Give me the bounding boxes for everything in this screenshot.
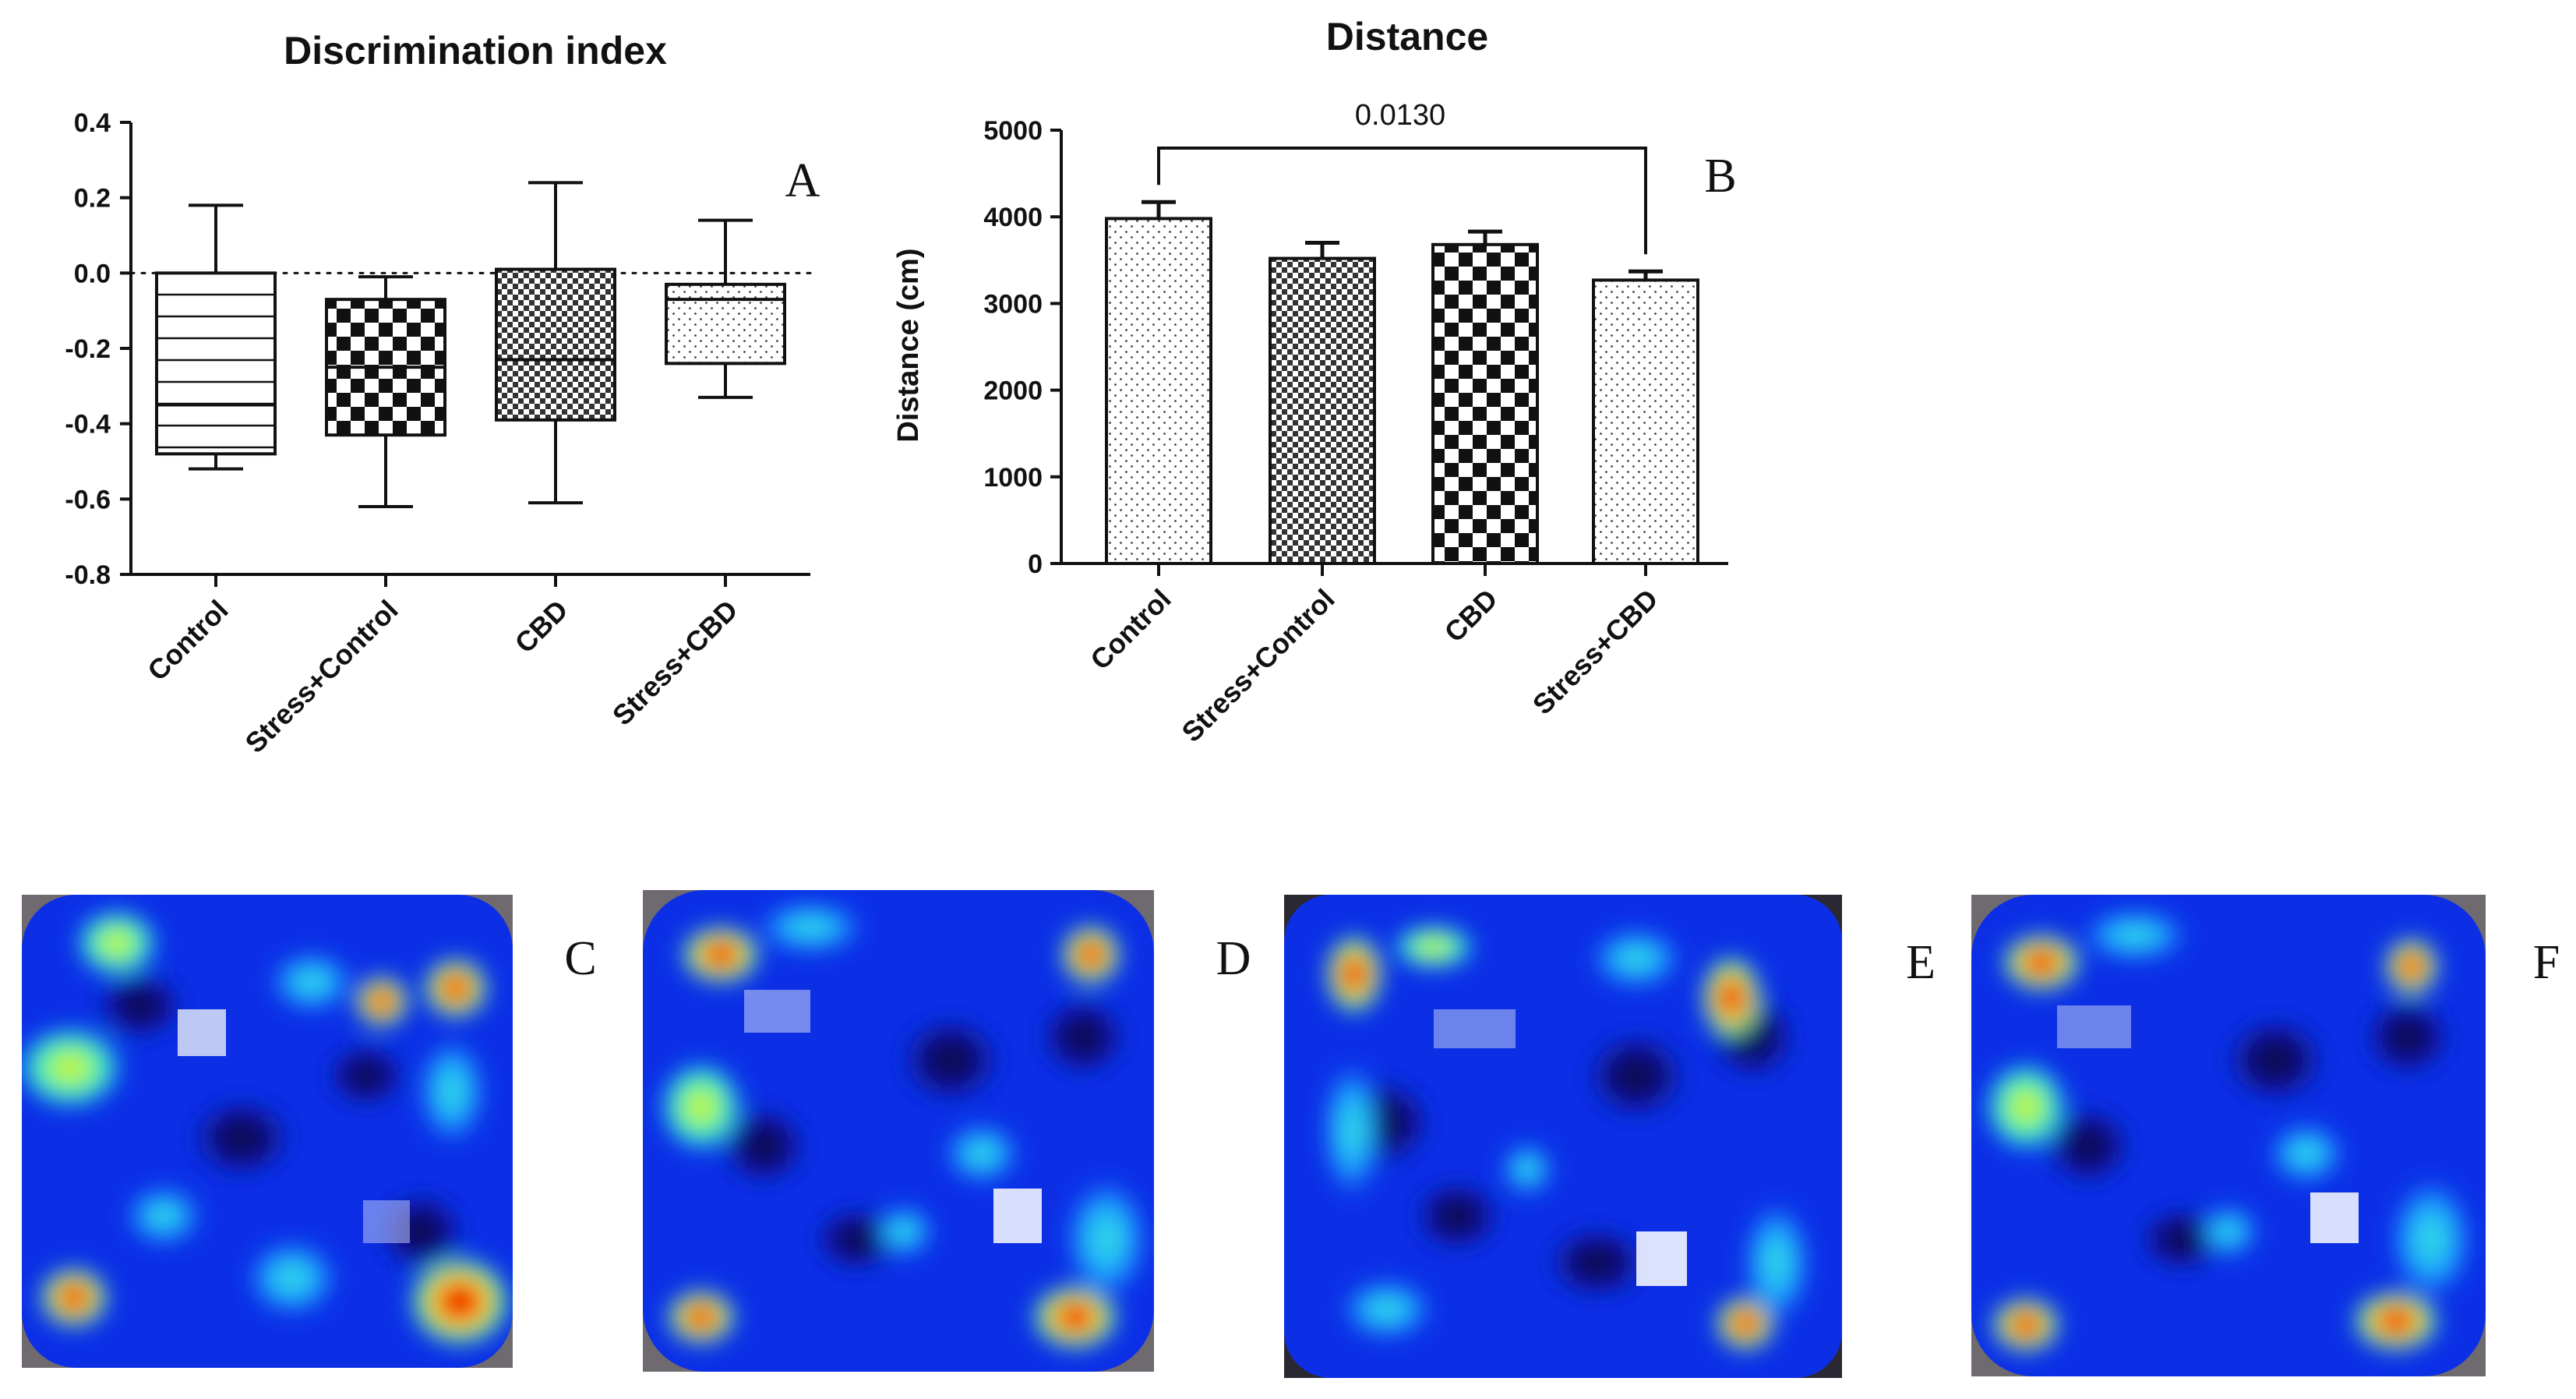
x-tick-label: Control xyxy=(1084,583,1177,676)
y-tick-label: 0.2 xyxy=(74,184,111,214)
heatmap-stress-control: D xyxy=(643,890,1251,1372)
y-tick-label: 0 xyxy=(1028,549,1043,579)
bar-stress-cbd xyxy=(1592,269,1699,565)
chart-title: Distance xyxy=(1326,15,1488,58)
y-tick-label: 0.4 xyxy=(74,108,111,138)
box-stress-cbd xyxy=(665,218,786,399)
panel-label: F xyxy=(2533,936,2560,989)
y-tick-label: 1000 xyxy=(983,463,1043,493)
y-tick-label: 5000 xyxy=(983,116,1043,146)
x-tick-label: Stress+CBD xyxy=(1526,583,1664,721)
y-axis-label: Distance (cm) xyxy=(892,248,925,442)
panel-label: A xyxy=(785,154,820,207)
y-tick-label: 2000 xyxy=(983,376,1043,406)
bar xyxy=(1431,242,1539,565)
panel-label: E xyxy=(1906,936,1936,989)
y-tick-label: -0.8 xyxy=(65,560,111,590)
box-control xyxy=(155,203,277,471)
box-iqr xyxy=(495,267,616,422)
y-tick-label: -0.6 xyxy=(65,485,111,514)
bar xyxy=(1105,217,1212,565)
y-tick-label: 0.0 xyxy=(74,259,111,288)
x-tick-label: CBD xyxy=(1438,583,1504,648)
heatmap-cbd: E xyxy=(1284,895,1936,1378)
x-tick-label: Control xyxy=(141,594,234,687)
bar xyxy=(1592,278,1699,565)
x-tick-label: Stress+CBD xyxy=(606,594,744,732)
distance-chart: Distance B Distance (cm) 5000 4000 3000 200… xyxy=(892,15,1737,748)
discrimination-index-chart: Discrimination index A 0.4 0.2 0.0 -0.2 -0.4… xyxy=(65,29,820,759)
bar-stress-control xyxy=(1269,241,1376,565)
y-tick-label: 4000 xyxy=(983,203,1043,232)
x-tick-label: Stress+Control xyxy=(238,594,404,759)
box-iqr xyxy=(155,271,277,456)
bar-cbd xyxy=(1431,229,1539,565)
heatmap-stress-cbd: F xyxy=(1971,895,2560,1376)
significance-bracket xyxy=(1157,147,1647,255)
x-tick-label: CBD xyxy=(509,594,574,659)
y-tick-label: -0.2 xyxy=(65,334,111,364)
heatmap-control: C xyxy=(22,895,597,1368)
box-iqr xyxy=(665,282,786,366)
panel-label: B xyxy=(1704,150,1736,203)
y-tick-label: -0.4 xyxy=(65,410,111,440)
chart-title: Discrimination index xyxy=(284,29,667,72)
significance-label: 0.0130 xyxy=(1355,99,1445,132)
bar-control xyxy=(1105,200,1212,565)
x-tick-label: Stress+Control xyxy=(1175,583,1340,748)
box-cbd xyxy=(495,181,616,505)
panel-label: C xyxy=(564,932,596,985)
box-stress-control xyxy=(325,275,446,508)
bar xyxy=(1269,256,1376,565)
y-tick-label: 3000 xyxy=(983,289,1043,319)
panel-label: D xyxy=(1216,932,1251,985)
